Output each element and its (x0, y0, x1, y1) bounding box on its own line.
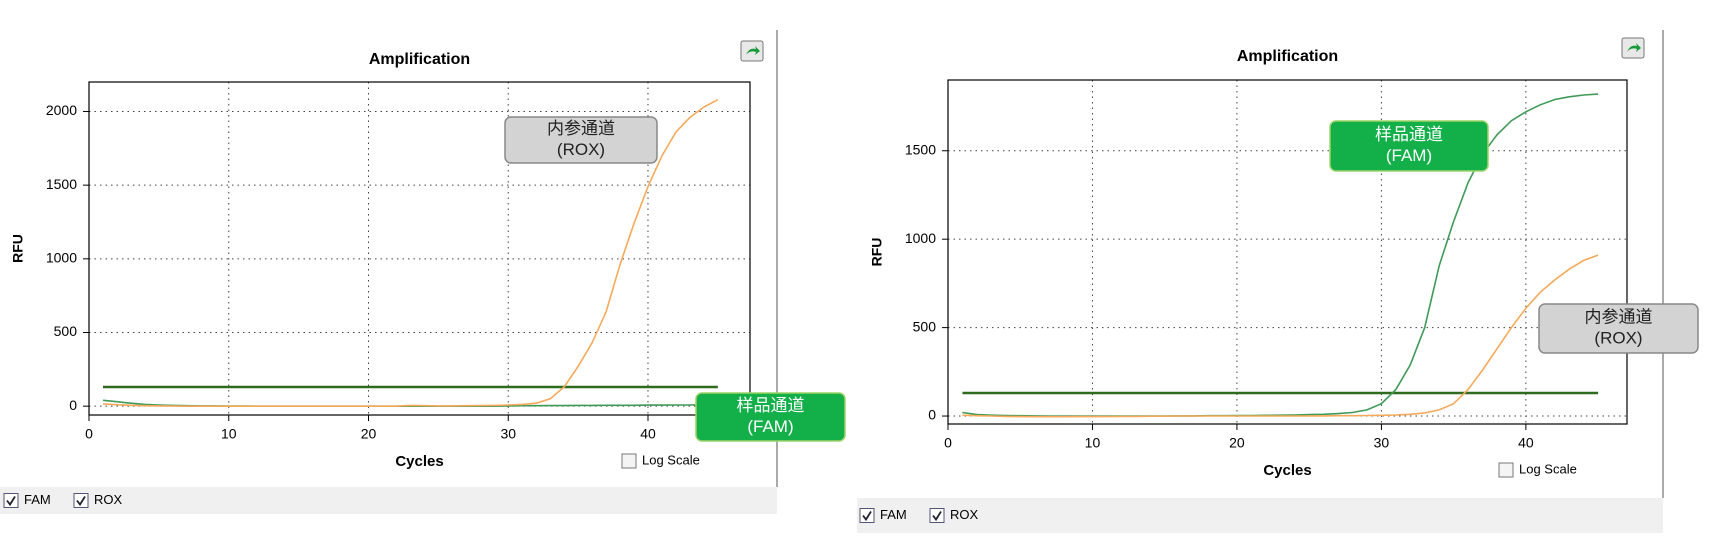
legend-checkbox[interactable] (3, 493, 19, 508)
x-axis-label: Cycles (395, 453, 443, 470)
annotation-text: 样品通道 (737, 396, 805, 415)
legend-check (932, 511, 942, 522)
x-tick-label: 40 (1518, 435, 1534, 451)
y-tick-label: 0 (928, 407, 936, 423)
log-scale-label: Log Scale (1519, 461, 1577, 476)
y-tick-label: 0 (69, 397, 77, 413)
y-axis-label: RFU (10, 234, 26, 263)
x-tick-label: 0 (944, 435, 952, 451)
x-tick-label: 10 (1085, 435, 1101, 451)
annotation-text: 内参通道 (1585, 307, 1653, 326)
log-scale-label: Log Scale (642, 452, 700, 467)
y-tick-label: 1000 (46, 250, 77, 266)
annotation-box (1329, 120, 1489, 172)
annotation-text: (ROX) (1594, 328, 1642, 347)
annotation-box (695, 392, 846, 442)
y-tick-label: 1500 (905, 141, 936, 157)
annotation-text: (FAM) (1386, 146, 1432, 165)
y-tick-label: 500 (54, 323, 78, 339)
export-icon (746, 46, 760, 55)
y-tick-label: 500 (913, 318, 937, 334)
annotation-text: (ROX) (557, 140, 605, 159)
x-tick-label: 30 (1374, 435, 1390, 451)
y-tick-label: 1000 (905, 230, 936, 246)
x-tick-label: 30 (500, 426, 516, 442)
x-tick-label: 0 (85, 426, 93, 442)
legend-checkbox[interactable] (929, 508, 945, 523)
y-tick-label: 2000 (46, 102, 77, 118)
export-icon (1627, 43, 1641, 52)
legend-label: ROX (950, 507, 979, 522)
plot-frame (947, 79, 1628, 425)
legend-label: FAM (880, 507, 907, 522)
y-axis-label: RFU (869, 238, 885, 267)
x-tick-label: 10 (221, 426, 237, 442)
legend-label: ROX (94, 492, 123, 507)
annotation-text: 样品通道 (1375, 125, 1443, 144)
x-tick-label: 20 (1229, 435, 1245, 451)
legend-bar (857, 498, 1663, 533)
series-line (102, 98, 719, 407)
annotation-text: 内参通道 (547, 119, 615, 138)
y-tick-label: 1500 (46, 176, 77, 192)
annotation-text: (FAM) (747, 417, 793, 436)
legend-bar (0, 487, 777, 514)
series-line (962, 254, 1599, 418)
legend-checkbox[interactable] (73, 493, 89, 508)
legend-checkbox[interactable] (859, 508, 875, 523)
annotation-box (1538, 303, 1699, 354)
chart-title: Amplification (369, 51, 470, 68)
x-axis-label: Cycles (1263, 462, 1311, 479)
legend-label: FAM (24, 492, 51, 507)
series-line (962, 93, 1599, 417)
plot-frame (88, 81, 751, 416)
chart-title: Amplification (1237, 48, 1338, 65)
legend-check (6, 496, 16, 507)
legend-check (862, 511, 872, 522)
x-tick-label: 40 (640, 426, 656, 442)
log-scale-checkbox[interactable] (621, 453, 637, 469)
log-scale-checkbox[interactable] (1498, 462, 1514, 478)
x-tick-label: 20 (361, 426, 377, 442)
legend-check (76, 496, 86, 507)
annotation-box (504, 116, 658, 164)
